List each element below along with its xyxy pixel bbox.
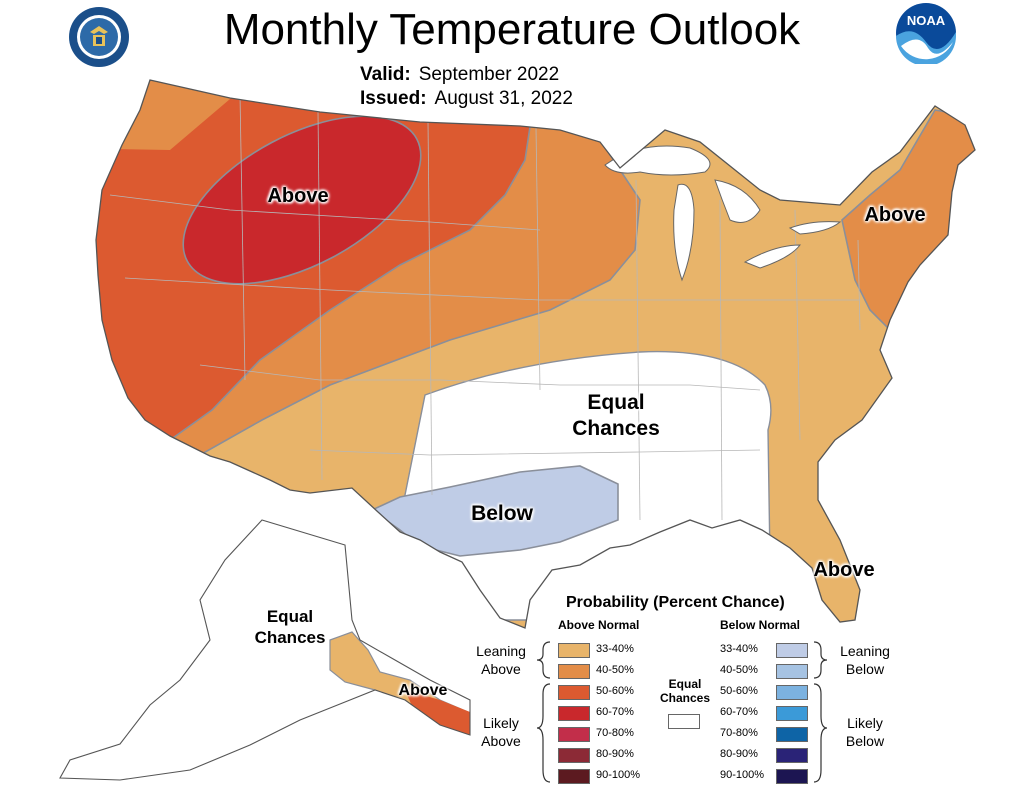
legend-above-header: Above Normal bbox=[558, 618, 640, 632]
legend-below-range: 50-60% bbox=[720, 685, 758, 697]
legend-below-swatch bbox=[776, 664, 808, 679]
legend-leaning-below-label: Leaning Below bbox=[834, 642, 896, 678]
department-of-commerce-seal-icon bbox=[69, 7, 129, 67]
legend-equal-chances-swatch bbox=[668, 714, 700, 729]
legend-below-range: 90-100% bbox=[720, 769, 765, 781]
conus-outline bbox=[95, 79, 976, 629]
legend-leaning-above-label: Leaning Above bbox=[470, 642, 532, 678]
legend-above-swatch bbox=[558, 685, 590, 700]
leaning-above-line2: Above bbox=[481, 661, 521, 677]
legend-below-swatch bbox=[776, 685, 808, 700]
equal-chances-line1: Equal bbox=[587, 391, 645, 414]
legend-title: Probability (Percent Chance) bbox=[566, 594, 785, 611]
legend-likely-below-label: Likely Below bbox=[834, 714, 896, 750]
legend-above-range: 60-70% bbox=[596, 706, 634, 718]
noaa-logo-text: NOAA bbox=[907, 13, 946, 28]
issued-label: Issued: bbox=[360, 88, 427, 109]
legend-below-range: 40-50% bbox=[720, 664, 758, 676]
legend-below-header: Below Normal bbox=[720, 618, 801, 632]
legend-above-swatch bbox=[558, 727, 590, 742]
region-label-alaska-above: Above bbox=[398, 682, 448, 699]
region-label-florida-above: Above bbox=[813, 559, 875, 581]
alaska-above-50-60-area bbox=[405, 690, 470, 735]
legend-equal-line1: Equal bbox=[668, 677, 702, 691]
leaning-below-line1: Leaning bbox=[840, 643, 890, 659]
legend-above-range: 80-90% bbox=[596, 748, 634, 760]
legend-above-swatch bbox=[558, 769, 590, 784]
valid-row: Valid: September 2022 bbox=[360, 63, 573, 87]
likely-above-line1: Likely bbox=[483, 715, 519, 731]
valid-value: September 2022 bbox=[418, 64, 560, 85]
lake-erie bbox=[743, 244, 802, 269]
region-label-equal-chances: Equal Chances bbox=[556, 390, 676, 442]
legend-below-range: 33-40% bbox=[720, 643, 758, 655]
legend-above-range: 33-40% bbox=[596, 643, 634, 655]
leaning-below-line2: Below bbox=[845, 661, 885, 677]
legend-above-swatch bbox=[558, 706, 590, 721]
legend-below-swatch bbox=[776, 643, 808, 658]
above-33-40-florida-area bbox=[800, 540, 862, 625]
lake-huron bbox=[714, 179, 761, 223]
legend-likely-above-label: Likely Above bbox=[470, 714, 532, 750]
region-label-alaska-equal-chances: Equal Chances bbox=[240, 606, 340, 648]
region-label-below: Below bbox=[471, 502, 533, 525]
legend-above-range: 50-60% bbox=[596, 685, 634, 697]
alaska-equal-line1: Equal bbox=[266, 607, 314, 626]
likely-above-line2: Above bbox=[481, 733, 521, 749]
legend-below-swatch bbox=[776, 748, 808, 763]
equal-chances-line2: Chances bbox=[572, 417, 660, 440]
alaska-outline bbox=[59, 519, 471, 781]
legend-below-range: 70-80% bbox=[720, 727, 758, 739]
issued-row: Issued: August 31, 2022 bbox=[360, 87, 573, 111]
legend-above-swatch bbox=[558, 643, 590, 658]
legend-below-swatch bbox=[776, 706, 808, 721]
legend-below-range: 60-70% bbox=[720, 706, 758, 718]
legend-below-swatch bbox=[776, 769, 808, 784]
lake-michigan bbox=[673, 183, 695, 282]
likely-below-line1: Likely bbox=[847, 715, 883, 731]
legend-above-range: 40-50% bbox=[596, 664, 634, 676]
leaning-above-line1: Leaning bbox=[476, 643, 526, 659]
noaa-logo-icon: NOAA bbox=[896, 3, 956, 64]
valid-label: Valid: bbox=[360, 64, 411, 85]
issued-value: August 31, 2022 bbox=[434, 88, 573, 109]
legend-equal-chances-label: Equal Chances bbox=[654, 677, 716, 705]
legend-below-range: 80-90% bbox=[720, 748, 758, 760]
state-borders bbox=[109, 94, 861, 521]
legend-above-swatch bbox=[558, 748, 590, 763]
region-label-northwest-above: Above bbox=[267, 185, 329, 207]
legend-equal-line2: Chances bbox=[659, 691, 711, 705]
lake-ontario bbox=[788, 221, 842, 235]
legend-below-swatch bbox=[776, 727, 808, 742]
page-title: Monthly Temperature Outlook bbox=[223, 5, 801, 54]
validity-info: Valid: September 2022 Issued: August 31, 2… bbox=[360, 63, 573, 111]
alaska-equal-line2: Chances bbox=[254, 628, 326, 647]
region-label-northeast-above: Above bbox=[864, 204, 926, 226]
legend-above-range: 90-100% bbox=[596, 769, 641, 781]
legend-above-swatch bbox=[558, 664, 590, 679]
likely-below-line2: Below bbox=[845, 733, 885, 749]
legend-above-range: 70-80% bbox=[596, 727, 634, 739]
